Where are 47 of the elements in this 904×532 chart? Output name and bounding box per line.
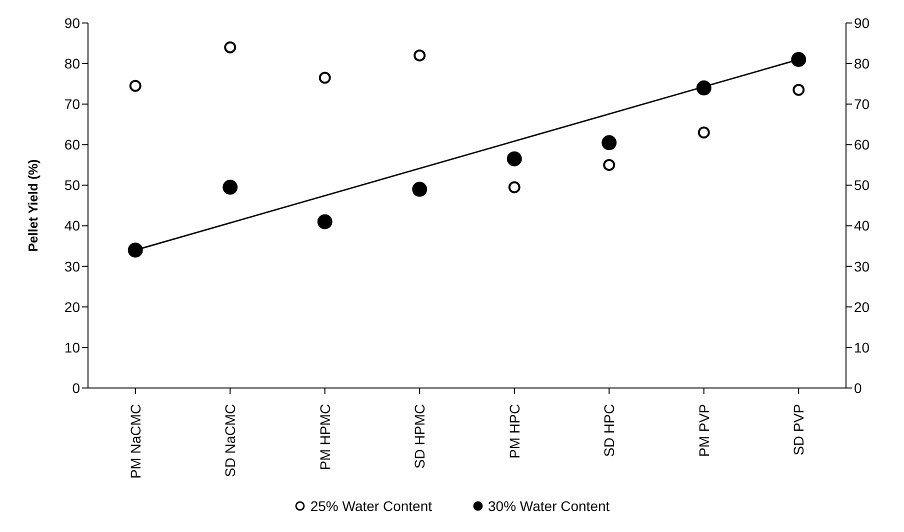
point	[317, 214, 332, 230]
point	[792, 84, 805, 96]
y2-tick-label: 50	[854, 177, 870, 194]
y2-tick-label: 70	[854, 96, 870, 112]
point	[129, 80, 142, 92]
legend-label: 30% Water Content	[488, 498, 610, 514]
point	[224, 41, 236, 54]
point	[696, 80, 712, 96]
x-tick-label: SD PVP	[790, 404, 807, 456]
point	[222, 180, 238, 195]
y-tick-label: 10	[64, 339, 80, 356]
y-tick-label: 50	[64, 177, 80, 194]
y-tick-label: 80	[64, 56, 80, 72]
y2-tick-label: 20	[854, 298, 870, 315]
y2-tick-label: 30	[854, 258, 870, 274]
y-tick-label: 20	[64, 298, 80, 315]
point	[791, 52, 806, 67]
y-axis-title: Pellet Yield (%)	[26, 159, 41, 252]
y-tick-label: 70	[64, 96, 80, 112]
y2-tick-label: 60	[854, 136, 870, 153]
x-tick-label: PM PVP	[696, 404, 712, 457]
point	[698, 126, 710, 138]
y-tick-label: 40	[64, 218, 80, 234]
point	[602, 135, 617, 150]
x-tick-label: PM HPMC	[316, 404, 333, 470]
point	[128, 242, 143, 258]
point	[603, 158, 616, 171]
y2-tick-label: 40	[854, 218, 870, 234]
point	[412, 182, 428, 197]
point	[508, 181, 520, 194]
point	[318, 72, 331, 84]
point	[414, 49, 426, 62]
legend-label: 25% Water Content	[310, 498, 432, 514]
y2-tick-label: 80	[854, 56, 870, 72]
y-tick-label: 30	[64, 258, 80, 274]
y-tick-label: 90	[64, 14, 80, 31]
x-tick-label: PM NaCMC	[127, 404, 144, 479]
y-tick-label: 0	[72, 380, 80, 396]
x-tick-label: SD HPC	[601, 404, 618, 457]
y2-tick-label: 10	[854, 339, 870, 356]
x-tick-label: PM HPC	[506, 404, 522, 458]
x-tick-label: SD NaCMC	[222, 404, 238, 478]
y-tick-label: 60	[64, 136, 80, 153]
x-tick-label: SD HPMC	[412, 404, 428, 469]
y2-tick-label: 90	[854, 14, 870, 31]
point	[506, 151, 522, 166]
y2-tick-label: 0	[854, 380, 862, 396]
